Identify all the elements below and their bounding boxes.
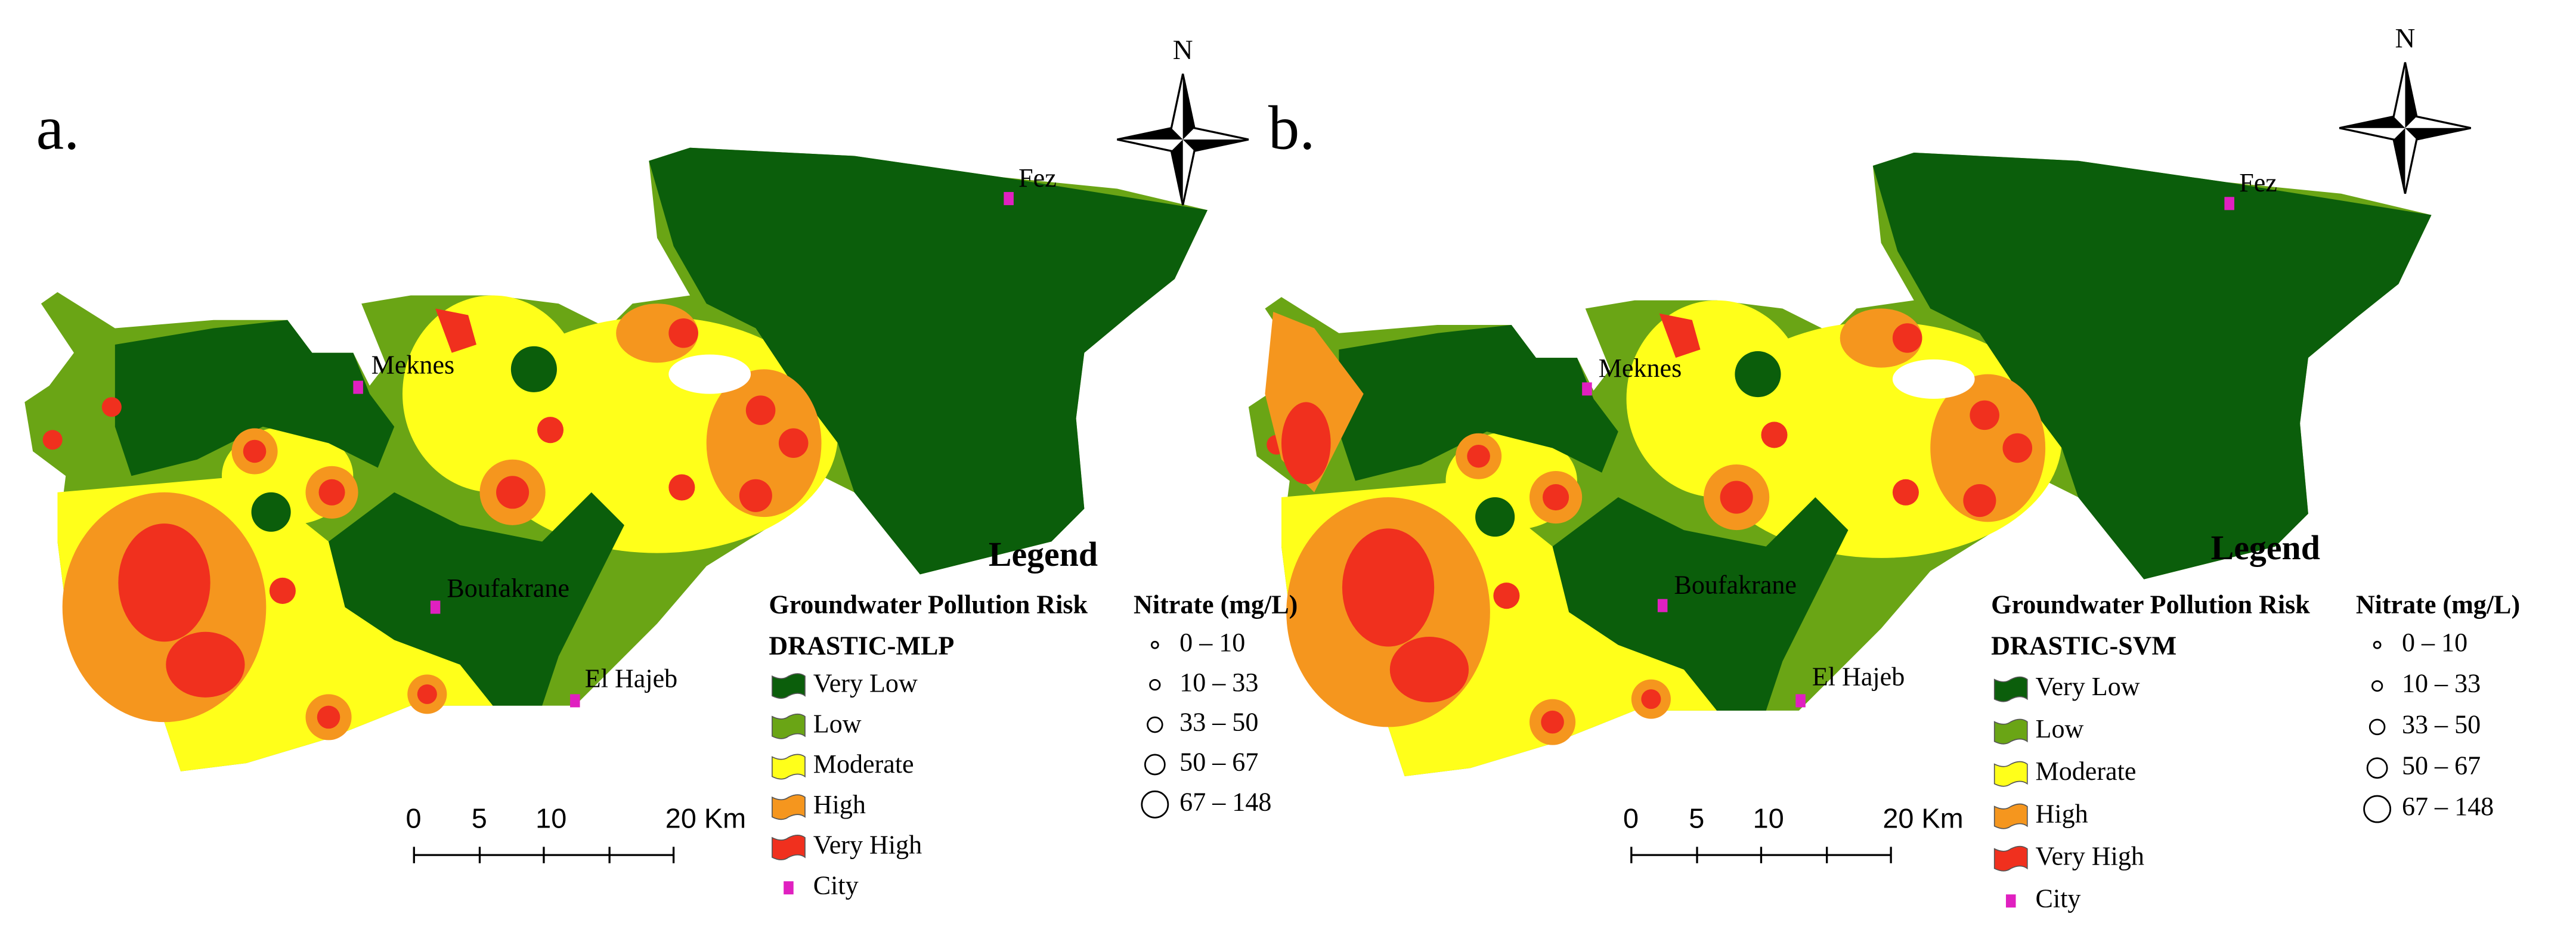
nitrate-range: 33 – 50: [2402, 710, 2481, 739]
nitrate-symbol: [1149, 679, 1161, 691]
city-marker: [570, 694, 580, 708]
nitrate-symbol: [2363, 795, 2392, 823]
legend-class: City: [2036, 884, 2081, 913]
nitrate-range: 0 – 10: [1179, 628, 1245, 657]
nitrate-range: 67 – 148: [1179, 787, 1271, 816]
city-marker: [353, 380, 363, 394]
model-name: DRASTIC-MLP: [769, 631, 954, 660]
scale-label: 0: [406, 803, 422, 834]
nitrate-symbol: [1144, 754, 1166, 776]
nitrate-title: Nitrate (mg/L): [2356, 590, 2520, 619]
legend-swatch: [772, 794, 806, 820]
legend-swatch: [1993, 676, 2028, 702]
city-marker: [430, 600, 441, 614]
city-marker: [1582, 382, 1592, 396]
scale-label: 5: [1689, 803, 1704, 834]
north-arrow: [1116, 73, 1250, 206]
legend-swatch: [1993, 803, 2028, 829]
nitrate-title: Nitrate (mg/L): [1134, 590, 1298, 619]
nitrate-symbol: [2366, 757, 2388, 779]
legend-swatch: [772, 673, 806, 699]
model-name: DRASTIC-SVM: [1991, 631, 2176, 660]
city-label: Fez: [2239, 168, 2277, 197]
scale-label: 20 Km: [665, 803, 746, 834]
city-marker: [1657, 599, 1668, 612]
city-marker: [1795, 694, 1806, 708]
scale-label: 10: [535, 803, 566, 834]
map-zone: [1281, 402, 1331, 485]
scale-label: 5: [472, 803, 487, 834]
city-label: Meknes: [1599, 354, 1682, 383]
legend-title: Legend: [989, 535, 1098, 574]
legend-swatch: [772, 713, 806, 739]
legend-swatch: [2005, 894, 2016, 908]
legend-class: City: [813, 870, 859, 900]
scale-label: 0: [1623, 803, 1639, 834]
legend-class: Very Low: [813, 669, 918, 698]
scale-label: 20 Km: [1883, 803, 1963, 834]
legend-class: High: [2036, 799, 2088, 828]
city-label: Meknes: [371, 351, 455, 380]
nitrate-symbol: [1150, 640, 1159, 649]
city-label: Boufakrane: [447, 574, 569, 603]
nitrate-symbol: [2368, 718, 2386, 736]
nitrate-range: 50 – 67: [1179, 748, 1258, 777]
panel-label: b.: [1268, 94, 1315, 163]
north-label: N: [1173, 35, 1193, 66]
legend-subtitle: Groundwater Pollution Risk: [1991, 590, 2310, 619]
scale-label: 10: [1753, 803, 1784, 834]
city-label: Fez: [1018, 163, 1057, 193]
legend-title: Legend: [2211, 528, 2320, 567]
legend-class: Moderate: [813, 749, 914, 779]
legend-swatch: [784, 881, 794, 895]
nitrate-range: 67 – 148: [2402, 792, 2494, 821]
nitrate-range: 0 – 10: [2402, 628, 2467, 657]
legend-class: Low: [2036, 714, 2084, 743]
nitrate-range: 10 – 33: [2402, 669, 2481, 698]
legend-swatch: [772, 754, 806, 780]
panel-label: a.: [36, 94, 80, 163]
legend-class: Very Low: [2036, 672, 2140, 701]
legend-swatch: [1993, 845, 2028, 872]
nitrate-range: 50 – 67: [2402, 751, 2481, 780]
legend-class: Low: [813, 709, 862, 738]
north-label: N: [2395, 23, 2416, 54]
nitrate-symbol: [1147, 716, 1163, 733]
legend-class: Very High: [813, 831, 922, 860]
legend-class: Very High: [2036, 841, 2144, 870]
north-arrow: [2338, 61, 2472, 195]
legend-class: High: [813, 790, 866, 819]
city-label: Boufakrane: [1674, 571, 1797, 600]
nitrate-symbol: [2373, 640, 2382, 649]
legend-swatch: [772, 834, 806, 860]
legend-swatch: [1993, 718, 2028, 745]
nitrate-symbol: [2371, 680, 2383, 692]
nitrate-range: 33 – 50: [1179, 708, 1258, 737]
nitrate-range: 10 – 33: [1179, 668, 1258, 697]
city-label: El Hajeb: [1812, 662, 1905, 692]
city-label: El Hajeb: [585, 664, 677, 693]
nitrate-symbol: [1141, 790, 1169, 819]
legend-subtitle: Groundwater Pollution Risk: [769, 590, 1088, 619]
legend-swatch: [1993, 761, 2028, 787]
city-marker: [1004, 192, 1014, 206]
city-marker: [2224, 197, 2234, 210]
legend-class: Moderate: [2036, 757, 2137, 786]
